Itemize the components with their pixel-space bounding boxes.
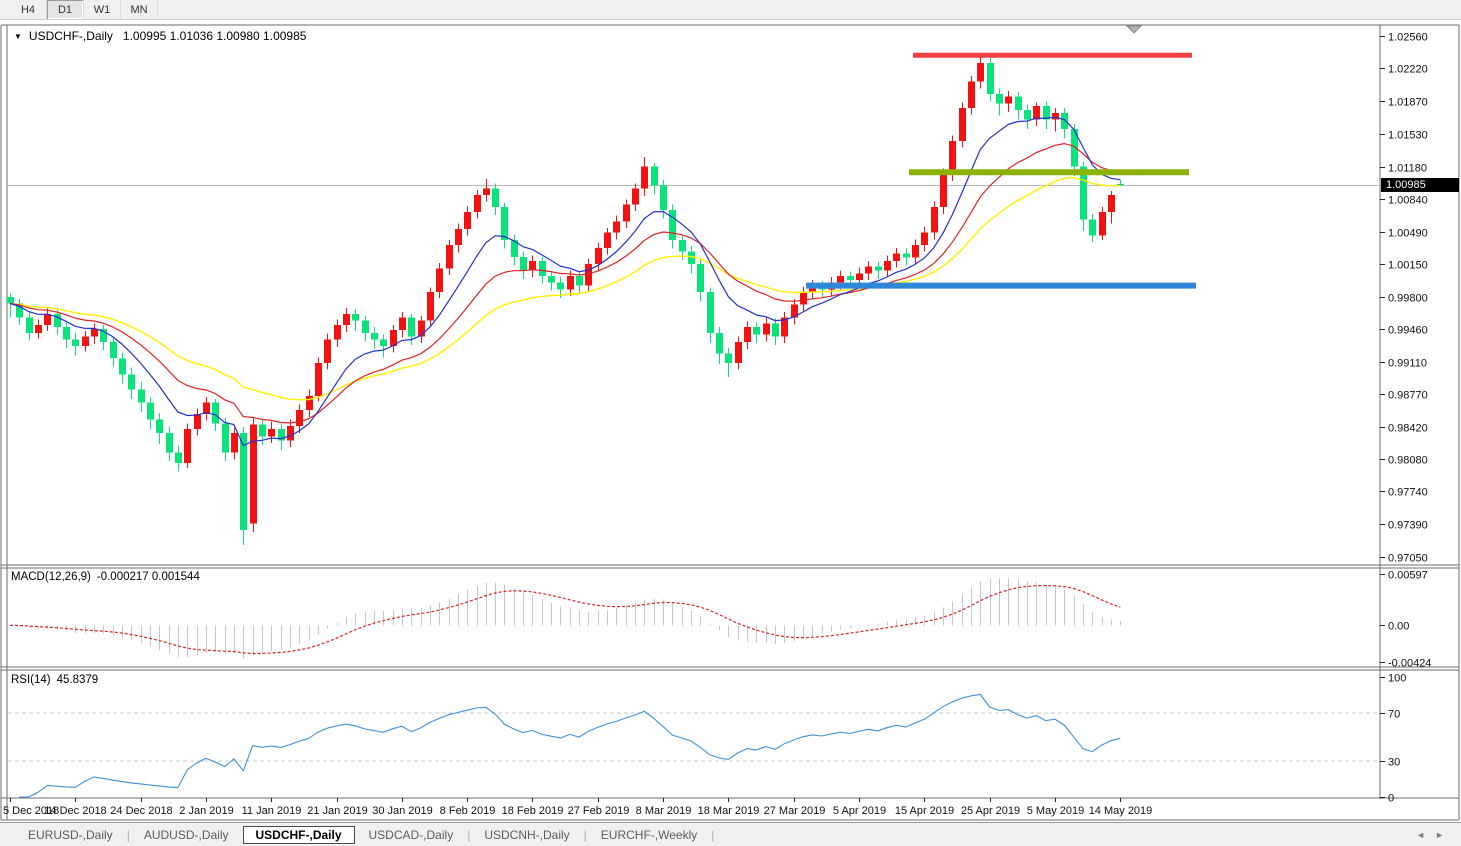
candles-layer — [7, 55, 1124, 546]
svg-text:1.01530: 1.01530 — [1388, 130, 1428, 142]
svg-text:15 Apr 2019: 15 Apr 2019 — [895, 805, 954, 817]
svg-text:11 Jan 2019: 11 Jan 2019 — [242, 805, 302, 817]
svg-text:1.00490: 1.00490 — [1388, 228, 1428, 240]
rsi-line — [19, 693, 1121, 798]
svg-text:18 Mar 2019: 18 Mar 2019 — [698, 805, 760, 817]
svg-text:2 Jan 2019: 2 Jan 2019 — [179, 805, 233, 817]
svg-text:30 Jan 2019: 30 Jan 2019 — [372, 805, 433, 817]
tab-usdcnh-daily[interactable]: USDCNH-,Daily — [484, 827, 570, 842]
svg-text:24 Dec 2018: 24 Dec 2018 — [110, 805, 172, 817]
macd-indicator-values: -0.000217 0.001544 — [96, 571, 200, 583]
svg-text:5 May 2019: 5 May 2019 — [1027, 805, 1084, 817]
svg-text:1.02560: 1.02560 — [1388, 32, 1428, 44]
svg-text:0: 0 — [1388, 793, 1394, 805]
tab-scroll-right-icon[interactable]: ► — [1435, 829, 1444, 840]
svg-text:27 Mar 2019: 27 Mar 2019 — [764, 805, 826, 817]
macd-axis[interactable]: 0.00597 0.00 -0.00424 — [1380, 570, 1431, 670]
ma-slow-yellow — [9, 176, 1121, 401]
svg-text:1.02220: 1.02220 — [1388, 64, 1428, 76]
tab-eurchf-weekly[interactable]: EURCHF-,Weekly — [600, 827, 698, 842]
tab-divider: | — [467, 827, 471, 842]
tab-scroll-left-icon[interactable]: ◄ — [1416, 829, 1426, 840]
tab-scroll-arrows: ◄ ► — [1411, 830, 1449, 840]
svg-text:0.98770: 0.98770 — [1388, 390, 1428, 402]
ma-fast-blue — [9, 116, 1121, 447]
chart-frame — [0, 24, 1460, 821]
svg-text:0.97050: 0.97050 — [1388, 553, 1428, 565]
svg-text:0.98080: 0.98080 — [1388, 455, 1428, 467]
tab-usdchf-daily[interactable]: USDCHF-,Daily — [242, 825, 355, 844]
svg-text:0.99460: 0.99460 — [1388, 325, 1428, 337]
svg-text:0.97740: 0.97740 — [1388, 487, 1428, 499]
svg-text:0.00597: 0.00597 — [1388, 570, 1428, 582]
svg-text:1.00840: 1.00840 — [1388, 195, 1428, 207]
svg-text:0.99800: 0.99800 — [1388, 293, 1428, 305]
svg-text:0.97390: 0.97390 — [1388, 520, 1428, 532]
macd-indicator-name: MACD(12,26,9) — [11, 571, 91, 583]
price-axis[interactable]: 1.02560 1.02220 1.01870 1.01530 1.01180 1.008… — [1380, 32, 1428, 565]
ma-mid-red — [9, 142, 1121, 424]
tab-audusd-daily[interactable]: AUDUSD-,Daily — [143, 827, 229, 842]
svg-text:14 Dec 2018: 14 Dec 2018 — [44, 805, 106, 817]
rsi-indicator-value: 45.8379 — [56, 674, 99, 686]
svg-text:1.01180: 1.01180 — [1388, 163, 1427, 175]
svg-text:0.00: 0.00 — [1388, 621, 1409, 633]
svg-text:30: 30 — [1388, 757, 1400, 769]
svg-text:0.98420: 0.98420 — [1388, 423, 1428, 435]
timeframe-mn-button[interactable]: MN — [121, 0, 158, 19]
rsi-indicator-name: RSI(14) — [11, 674, 51, 686]
current-price-label: 1.00985 — [1381, 178, 1459, 192]
svg-text:14 May 2019: 14 May 2019 — [1089, 805, 1153, 817]
chart-shift-marker-icon[interactable] — [1125, 25, 1143, 34]
tab-eurusd-daily[interactable]: EURUSD-,Daily — [28, 827, 113, 842]
svg-text:5 Apr 2019: 5 Apr 2019 — [833, 805, 886, 817]
macd-signal-line — [9, 584, 1121, 655]
rsi-indicator-header: RSI(14) 45.8379 — [11, 674, 98, 686]
chart-symbol-label: USDCHF-,Daily — [28, 29, 113, 43]
tab-divider: | — [126, 827, 130, 842]
tab-usdcad-daily[interactable]: USDCAD-,Daily — [368, 827, 454, 842]
svg-text:18 Feb 2019: 18 Feb 2019 — [502, 805, 564, 817]
svg-text:1.00150: 1.00150 — [1388, 260, 1428, 272]
chart-tabs-bar: EURUSD-,Daily | AUDUSD-,Daily USDCHF-,Dai… — [0, 822, 1461, 846]
timeframe-d1-button[interactable]: D1 — [47, 0, 84, 19]
svg-text:21 Jan 2019: 21 Jan 2019 — [307, 805, 368, 817]
svg-text:27 Feb 2019: 27 Feb 2019 — [568, 805, 630, 817]
tab-divider: | — [583, 827, 587, 842]
timeframe-w1-button[interactable]: W1 — [84, 0, 121, 19]
svg-text:8 Feb 2019: 8 Feb 2019 — [440, 805, 496, 817]
collapse-triangle-icon[interactable]: ▼ — [14, 32, 22, 41]
chart-title-row: ▼ USDCHF-,Daily 1.00995 1.01036 1.00980 1.… — [14, 29, 306, 43]
tab-divider: | — [711, 827, 715, 842]
rsi-axis[interactable]: 100 70 30 0 — [1380, 673, 1406, 805]
svg-text:-0.00424: -0.00424 — [1388, 658, 1431, 670]
timeframe-toolbar: H4 D1 W1 MN — [0, 0, 1461, 20]
svg-text:25 Apr 2019: 25 Apr 2019 — [961, 805, 1020, 817]
svg-text:100: 100 — [1388, 673, 1406, 685]
macd-indicator-header: MACD(12,26,9) -0.000217 0.001544 — [11, 571, 200, 583]
svg-text:70: 70 — [1388, 709, 1400, 721]
svg-text:8 Mar 2019: 8 Mar 2019 — [636, 805, 692, 817]
macd-histogram — [19, 578, 1121, 659]
timeframe-h4-button[interactable]: H4 — [10, 0, 47, 19]
svg-text:0.99110: 0.99110 — [1388, 358, 1427, 370]
chart-ohlc-values: 1.00995 1.01036 1.00980 1.00985 — [122, 29, 307, 43]
svg-text:5 Dec 2018: 5 Dec 2018 — [3, 805, 59, 817]
svg-text:1.01870: 1.01870 — [1388, 97, 1428, 109]
